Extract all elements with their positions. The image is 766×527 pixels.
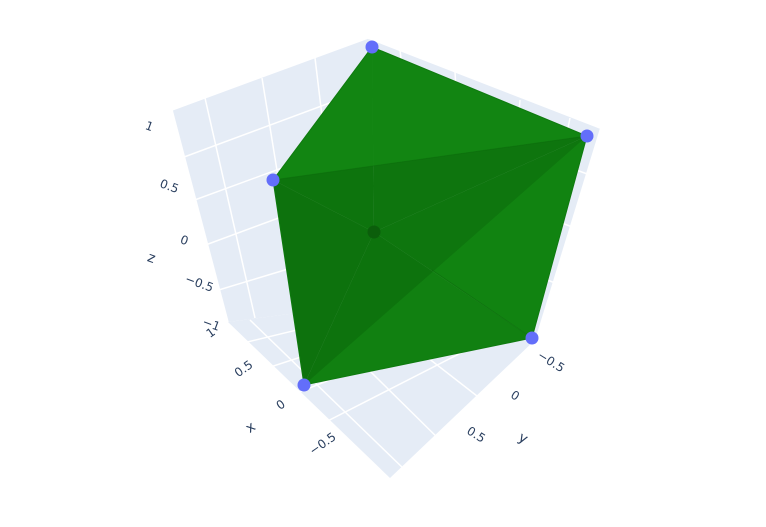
gridline-0	[171, 109, 229, 323]
x-axis-title: x	[243, 419, 259, 437]
vertex-marker-back	[367, 225, 381, 239]
vertex-marker-bot	[297, 378, 311, 392]
x-tick-label: −0.5	[307, 430, 339, 458]
y-axis-title: y	[515, 430, 530, 448]
mesh-face-7	[304, 136, 587, 385]
mesh-outline	[272, 46, 588, 386]
x-tick-label: 0	[274, 397, 288, 413]
z-tick-label: 0.5	[158, 176, 181, 196]
x-tick-label: 0.5	[232, 358, 256, 380]
y-tick-label: 0	[508, 388, 522, 404]
z-tick-label: −0.5	[183, 272, 215, 295]
vertex-marker-right	[580, 129, 594, 143]
mesh-surface	[272, 46, 588, 386]
z-tick-label: 1	[143, 118, 155, 134]
gridline-4	[171, 37, 369, 111]
mesh-face-6	[273, 136, 587, 385]
mesh-edge-left-right	[272, 135, 588, 181]
vertex-marker-left	[266, 173, 280, 187]
gridline-21	[249, 319, 406, 471]
y-tick-label: 0.5	[464, 424, 488, 446]
vertex-marker-br	[525, 331, 539, 345]
mesh-edge-inner	[431, 269, 533, 339]
z-tick-label: −1	[201, 315, 222, 334]
gridline-13	[367, 37, 601, 129]
y-tick-label: −0.5	[535, 348, 567, 375]
z-tick-label: 0	[178, 232, 190, 248]
vertex-marker-top	[365, 40, 379, 54]
vertex-markers	[266, 40, 594, 392]
z-axis-title: z	[145, 249, 157, 267]
